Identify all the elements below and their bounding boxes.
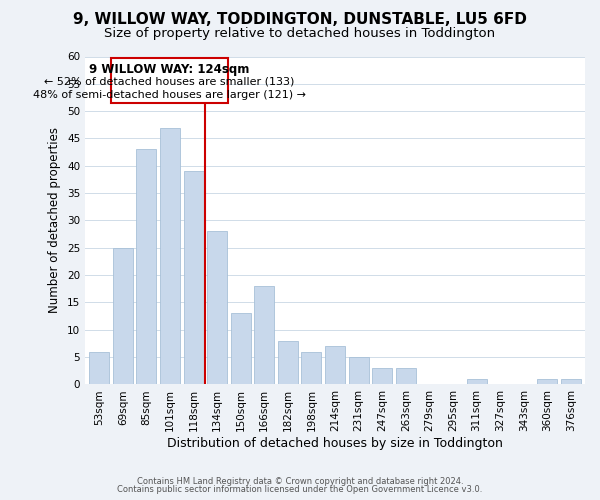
Text: Contains public sector information licensed under the Open Government Licence v3: Contains public sector information licen…: [118, 485, 482, 494]
Text: 9 WILLOW WAY: 124sqm: 9 WILLOW WAY: 124sqm: [89, 63, 250, 76]
Bar: [537, 379, 557, 384]
Bar: [372, 368, 392, 384]
Bar: [278, 340, 298, 384]
Bar: [111, 58, 228, 103]
Text: 48% of semi-detached houses are larger (121) →: 48% of semi-detached houses are larger (…: [33, 90, 306, 101]
Text: ← 52% of detached houses are smaller (133): ← 52% of detached houses are smaller (13…: [44, 76, 295, 86]
Bar: [396, 368, 416, 384]
Bar: [113, 248, 133, 384]
Y-axis label: Number of detached properties: Number of detached properties: [49, 128, 61, 314]
Bar: [561, 379, 581, 384]
Bar: [136, 150, 157, 384]
Bar: [254, 286, 274, 384]
Bar: [207, 232, 227, 384]
Bar: [467, 379, 487, 384]
Bar: [160, 128, 180, 384]
Text: Size of property relative to detached houses in Toddington: Size of property relative to detached ho…: [104, 28, 496, 40]
Text: 9, WILLOW WAY, TODDINGTON, DUNSTABLE, LU5 6FD: 9, WILLOW WAY, TODDINGTON, DUNSTABLE, LU…: [73, 12, 527, 28]
Bar: [89, 352, 109, 384]
Text: Contains HM Land Registry data © Crown copyright and database right 2024.: Contains HM Land Registry data © Crown c…: [137, 477, 463, 486]
Bar: [230, 314, 251, 384]
Bar: [301, 352, 322, 384]
Bar: [349, 357, 368, 384]
Bar: [325, 346, 345, 385]
X-axis label: Distribution of detached houses by size in Toddington: Distribution of detached houses by size …: [167, 437, 503, 450]
Bar: [184, 172, 203, 384]
